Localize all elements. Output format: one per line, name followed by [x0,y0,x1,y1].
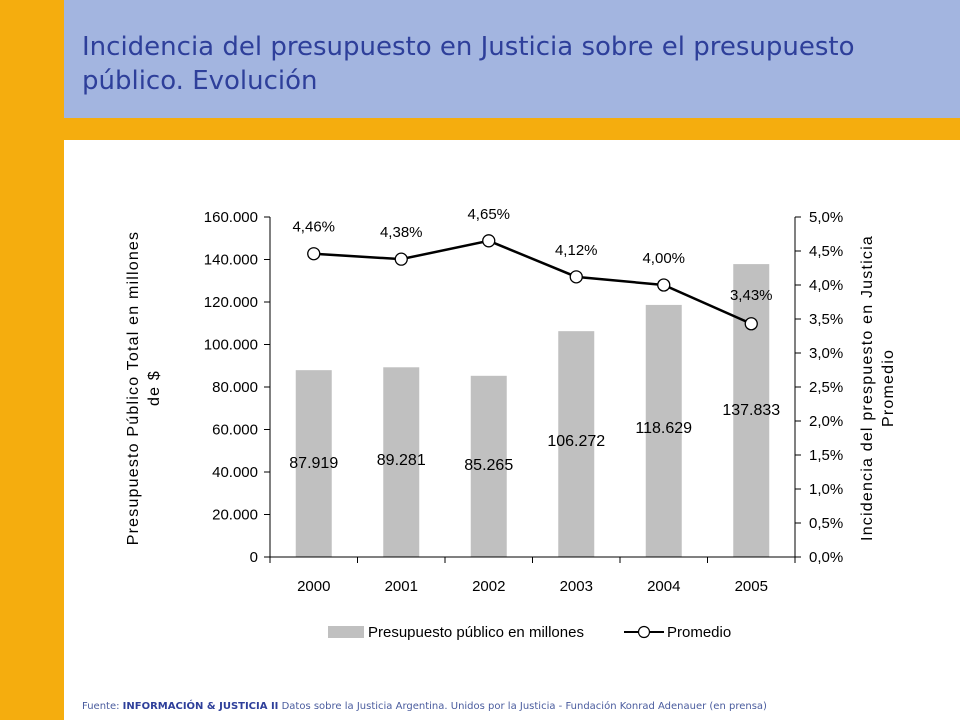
source-title: INFORMACIÓN & JUSTICIA II [122,701,279,712]
legend-bar-swatch [328,626,364,638]
line-marker-2003 [569,270,583,284]
y-tick-label-right: 3,0% [809,345,843,362]
y-tick-label-right: 4,0% [809,277,843,294]
bar-data-label: 87.919 [289,455,338,472]
series-line-promedio [313,239,752,325]
y-tick-label-right: 3,5% [809,311,843,328]
data-labels-layer: 4,46% 4,38% 4,65% 4,12% 4,00% 3,43% 87.919 89.2… [289,206,780,474]
y-tick-label-right: 1,5% [809,447,843,464]
line-data-label: 4,12% [555,242,598,259]
line-data-label: 3,43% [730,287,773,304]
legend-line-marker [637,625,651,639]
y-tick-label-left: 100.000 [204,337,258,354]
source-prefix: Fuente: [82,701,120,712]
x-tick-label: 2002 [472,578,505,595]
source-footnote: Fuente: INFORMACIÓN & JUSTICIA II Datos … [82,701,767,712]
y-axis-right-title-line2: Promedio [880,349,897,427]
bar-2001 [383,367,420,557]
bar-2004 [645,304,682,557]
bar-data-label: 85.265 [464,457,513,474]
header-band [64,0,960,118]
y-tick-label-right: 1,0% [809,481,843,498]
x-tick-label: 2000 [297,578,330,595]
bar-data-label: 106.272 [547,433,605,450]
y-tick-label-left: 60.000 [212,422,258,439]
bar-data-label: 137.833 [722,402,780,419]
bar-data-label: 89.281 [377,452,426,469]
legend-line-label: Promedio [667,624,731,641]
y-axis-right-title-line1: Incidencia del prespuesto en Justicia [859,235,876,541]
y-tick-label-left: 140.000 [204,252,258,269]
bar-2003 [558,331,595,557]
bar-2005 [733,264,770,557]
line-data-label: 4,38% [380,224,423,241]
line-marker-2005 [744,317,758,331]
source-details: Datos sobre la Justicia Argentina. Unido… [281,701,767,712]
x-tick-label: 2005 [735,578,768,595]
y-tick-label-right: 5,0% [809,209,843,226]
left-accent-band [0,0,64,720]
line-marker-2004 [657,278,671,292]
x-tick-label: 2001 [385,578,418,595]
x-tick-label: 2003 [560,578,593,595]
axes-layer: 0 20.000 40.000 60.000 80.000 100.000 120.000 1… [204,209,843,595]
y-tick-label-left: 20.000 [212,507,258,524]
y-axis-left-title-line1: Presupuesto Público Total en millones [125,231,142,546]
line-marker-2002 [482,234,496,248]
y-tick-label-right: 2,0% [809,413,843,430]
line-marker-2001 [394,252,408,266]
line-layer [307,234,758,331]
y-axis-left-title-line2: de $ [146,370,163,406]
line-data-label: 4,65% [467,206,510,223]
header-underbar [64,118,960,140]
legend: Presupuesto público en millones Promedio [328,624,731,641]
x-tick-label: 2004 [647,578,680,595]
y-tick-label-left: 80.000 [212,379,258,396]
y-tick-label-left: 40.000 [212,464,258,481]
y-tick-label-right: 0,5% [809,515,843,532]
line-data-label: 4,46% [292,219,335,236]
line-marker-2000 [307,247,321,261]
y-tick-label-left: 120.000 [204,294,258,311]
bar-data-label: 118.629 [635,420,692,437]
legend-bar-label: Presupuesto público en millones [368,624,584,641]
y-tick-label-right: 2,5% [809,379,843,396]
bars-layer [295,264,770,557]
bar-2002 [470,375,507,557]
line-data-label: 4,00% [642,250,685,267]
page-title: Incidencia del presupuesto en Justicia s… [82,32,855,96]
y-tick-label-left: 160.000 [204,209,258,226]
y-tick-label-left: 0 [250,549,258,566]
bar-2000 [295,370,332,557]
y-tick-label-right: 0,0% [809,549,843,566]
y-tick-label-right: 4,5% [809,243,843,260]
